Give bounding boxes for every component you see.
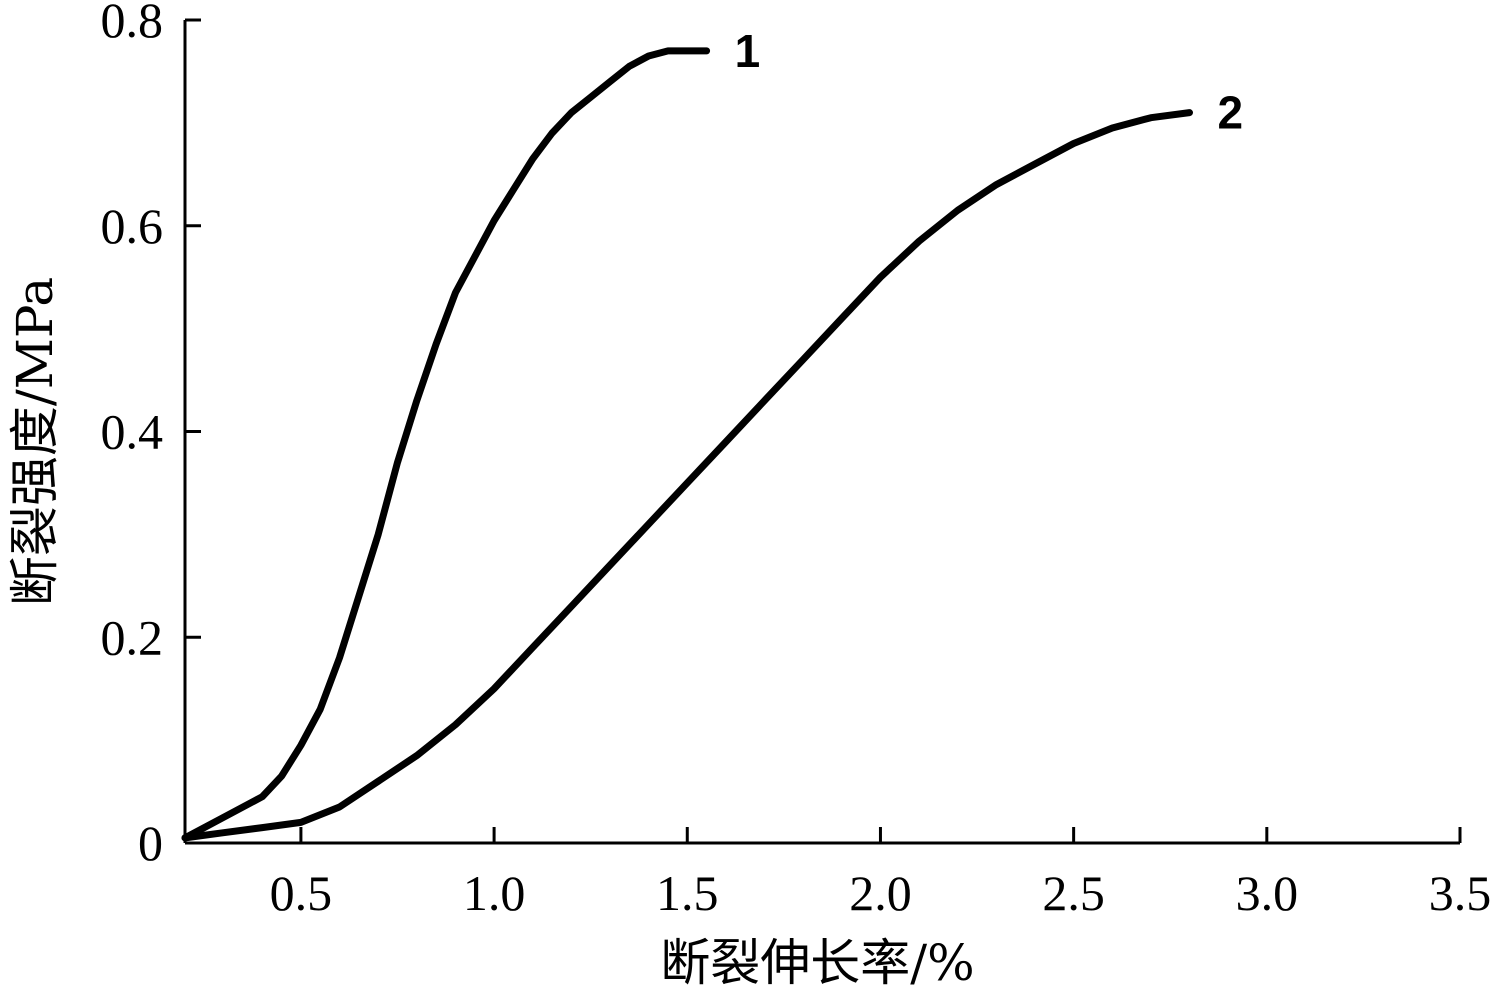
series-2-label: 2	[1218, 87, 1244, 139]
series-1-label: 1	[735, 25, 761, 77]
x-tick-label: 3.0	[1236, 865, 1299, 921]
series-2-line	[181, 109, 1193, 842]
y-tick-label: 0.6	[101, 198, 164, 254]
x-tick-label: 1.5	[656, 865, 719, 921]
y-tick-label: 0.8	[101, 0, 164, 48]
x-axis-title: 断裂伸长率/%	[660, 934, 974, 992]
series-group: 12	[181, 25, 1244, 842]
x-tick-label: 2.5	[1042, 865, 1105, 921]
y-tick-label: 0	[138, 815, 163, 871]
x-tick-label: 1.0	[463, 865, 526, 921]
y-axis-title: 断裂强度/MPa	[6, 277, 64, 606]
series-1-line	[181, 47, 711, 842]
y-tick-label: 0.2	[101, 609, 164, 665]
x-ticks: 0.5 1.0 1.5 2.0 2.5 3.0 3.5	[270, 827, 1492, 921]
x-tick-label: 3.5	[1429, 865, 1492, 921]
axes	[183, 20, 1460, 845]
y-tick-label: 0.4	[101, 404, 164, 460]
x-tick-label: 2.0	[849, 865, 912, 921]
y-ticks: 0 0.2 0.4 0.6 0.8	[101, 0, 201, 871]
x-tick-label: 0.5	[270, 865, 333, 921]
